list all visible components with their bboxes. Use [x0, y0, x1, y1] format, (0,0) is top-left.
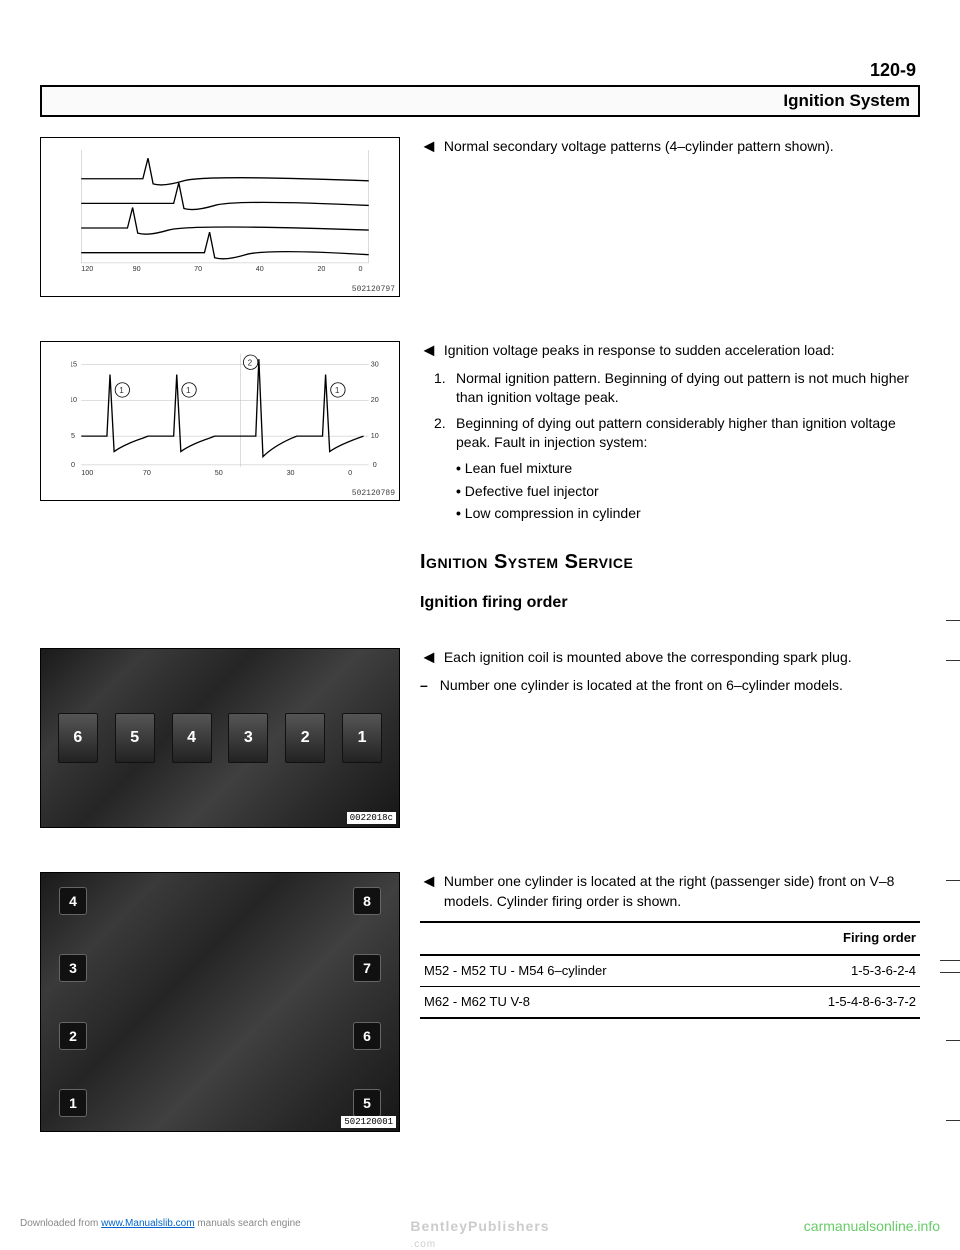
list-number: 2.: [434, 414, 456, 453]
list-item-text: Beginning of dying out pattern considera…: [456, 414, 920, 453]
engine-photo-6cyl-coils: 6 5 4 3 2 1 0022018c: [40, 648, 400, 828]
pointer-arrow-icon: ◄: [420, 872, 438, 890]
firing-order-table: Firing order M52 - M52 TU - M54 6–cylind…: [420, 921, 920, 1019]
cylinder-label: 4: [59, 887, 87, 915]
table-row: M52 - M52 TU - M54 6–cylinder 1-5-3-6-2-…: [420, 955, 920, 987]
coil-label: 4: [172, 713, 212, 763]
cylinder-label: 5: [353, 1089, 381, 1117]
svg-text:10: 10: [71, 396, 77, 404]
block2-intro: Ignition voltage peaks in response to su…: [444, 341, 835, 361]
table-cell-engine: M62 - M62 TU V-8: [420, 986, 752, 1018]
block1-text: Normal secondary voltage patterns (4–cyl…: [444, 137, 834, 157]
cylinder-label: 7: [353, 954, 381, 982]
svg-text:20: 20: [317, 265, 325, 273]
footer-left: Downloaded from www.Manualslib.com manua…: [20, 1218, 301, 1234]
list-number: 1.: [434, 369, 456, 408]
page-footer: Downloaded from www.Manualslib.com manua…: [0, 1218, 960, 1234]
svg-text:2: 2: [248, 358, 253, 367]
block4-text: Number one cylinder is located at the ri…: [444, 872, 920, 911]
coil-label: 5: [115, 713, 155, 763]
footer-center: BentleyPublishers .com: [410, 1218, 549, 1250]
svg-text:0: 0: [373, 461, 377, 469]
dash-icon: –: [420, 676, 428, 696]
photo-tag: 502120001: [341, 1116, 396, 1128]
bullet-item: Low compression in cylinder: [456, 504, 920, 524]
svg-text:30: 30: [287, 469, 295, 477]
scope-diagram-secondary-voltage: 2 4 3 1 12090 7040 200 502120797: [40, 137, 400, 297]
cylinder-label: 8: [353, 887, 381, 915]
photo-tag: 0022018c: [347, 812, 396, 824]
svg-text:1: 1: [335, 386, 340, 395]
svg-text:30: 30: [371, 360, 379, 368]
scope-diagram-accel-load: 1 1 2 1 15 10 5 0 30 20 10 0: [40, 341, 400, 501]
scope-svg-1: 2 4 3 1 12090 7040 200: [71, 150, 379, 273]
coil-label: 6: [58, 713, 98, 763]
svg-text:5: 5: [71, 432, 75, 440]
svg-text:100: 100: [81, 469, 93, 477]
footer-right[interactable]: carmanualsonline.info: [804, 1218, 940, 1234]
coil-label: 2: [285, 713, 325, 763]
cylinder-label: 1: [59, 1089, 87, 1117]
block3-line1: Each ignition coil is mounted above the …: [444, 648, 852, 668]
svg-text:90: 90: [133, 265, 141, 273]
pointer-arrow-icon: ◄: [420, 137, 438, 155]
svg-text:1: 1: [119, 386, 124, 395]
table-cell-order: 1-5-3-6-2-4: [752, 955, 920, 987]
table-header: Firing order: [420, 922, 920, 954]
bullet-item: Lean fuel mixture: [456, 459, 920, 479]
cylinder-label: 2: [59, 1022, 87, 1050]
svg-text:15: 15: [71, 360, 77, 368]
svg-text:70: 70: [143, 469, 151, 477]
block3-line2: Number one cylinder is located at the fr…: [440, 676, 843, 696]
pointer-arrow-icon: ◄: [420, 648, 438, 666]
svg-text:10: 10: [371, 432, 379, 440]
coil-label: 1: [342, 713, 382, 763]
header-title-bar: Ignition System: [40, 85, 920, 117]
table-row: M62 - M62 TU V-8 1-5-4-8-6-3-7-2: [420, 986, 920, 1018]
footer-link[interactable]: www.Manualslib.com: [101, 1218, 194, 1229]
pointer-arrow-icon: ◄: [420, 341, 438, 359]
svg-text:0: 0: [358, 265, 362, 273]
table-cell-order: 1-5-4-8-6-3-7-2: [752, 986, 920, 1018]
scan-edge-marks: [956, 620, 960, 1202]
svg-text:120: 120: [81, 265, 93, 273]
svg-text:40: 40: [256, 265, 264, 273]
cylinder-label: 6: [353, 1022, 381, 1050]
svg-text:0: 0: [348, 469, 352, 477]
section-heading-service: Ignition System Service: [420, 548, 920, 576]
scope-svg-2: 1 1 2 1 15 10 5 0 30 20 10 0: [71, 354, 379, 477]
svg-text:0: 0: [71, 461, 75, 469]
svg-text:1: 1: [186, 386, 191, 395]
svg-text:50: 50: [215, 469, 223, 477]
page-number: 120-9: [40, 60, 920, 81]
svg-text:20: 20: [371, 396, 379, 404]
diagram-tag: 502120789: [352, 489, 395, 498]
cylinder-label: 3: [59, 954, 87, 982]
diagram-tag: 502120797: [352, 285, 395, 294]
coil-label: 3: [228, 713, 268, 763]
engine-photo-v8: 4 3 2 1 8 7 6 5 502120001: [40, 872, 400, 1132]
list-item-text: Normal ignition pattern. Beginning of dy…: [456, 369, 920, 408]
section-heading-firing-order: Ignition firing order: [420, 592, 920, 614]
bullet-item: Defective fuel injector: [456, 482, 920, 502]
table-cell-engine: M52 - M52 TU - M54 6–cylinder: [420, 955, 752, 987]
svg-text:70: 70: [194, 265, 202, 273]
